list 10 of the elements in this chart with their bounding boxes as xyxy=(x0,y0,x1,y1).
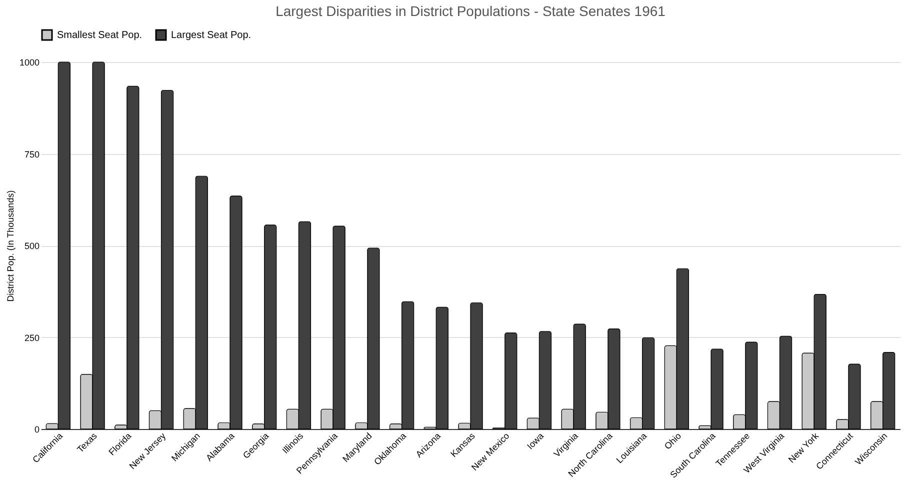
y-tick-label: 750 xyxy=(24,149,40,160)
y-tick-label: 1000 xyxy=(19,58,40,68)
chart-title: Largest Disparities in District Populations - State Senates 1961 xyxy=(276,3,666,19)
y-tick-label: 500 xyxy=(24,241,40,251)
legend-label: Smallest Seat Pop. xyxy=(57,30,142,41)
y-tick-label: 250 xyxy=(24,332,40,343)
x-tick-label: Ohio xyxy=(662,430,684,452)
y-axis-title: District Pop. (In Thousands) xyxy=(5,190,16,302)
y-tick-label: 0 xyxy=(34,424,40,434)
legend-label: Largest Seat Pop. xyxy=(171,30,252,41)
